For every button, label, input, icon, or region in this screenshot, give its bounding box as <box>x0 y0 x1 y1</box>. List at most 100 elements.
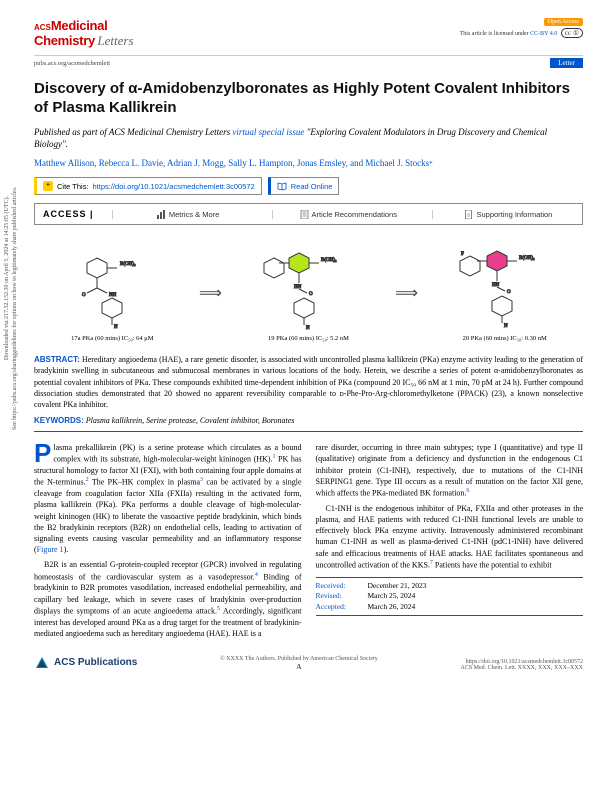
received-label: Received: <box>316 581 368 592</box>
received-date: December 21, 2023 <box>368 581 427 592</box>
abstract: ABSTRACT: Hereditary angioedema (HAE), a… <box>34 354 583 410</box>
toc-figure: B(OH)₂ O NH N 17a PKa (60 mins) IC₅₀: 64 … <box>34 235 583 350</box>
column-left: Plasma prekallikrein (PK) is a serine pr… <box>34 442 302 643</box>
article-icon <box>300 210 309 219</box>
access-label: ACCESS | <box>43 209 94 219</box>
read-label: Read Online <box>291 182 333 191</box>
p3a: rare disorder, occurring in three main s… <box>316 443 584 497</box>
copyright: © XXXX The Authors. Published by America… <box>137 656 460 662</box>
molecule-2: B(OH)₂ HN O N 19 PKa (60 mins) IC₅₀: 5.2… <box>259 243 359 342</box>
download-info: Downloaded via 217.32.152.30 on April 5,… <box>4 196 10 360</box>
author-list[interactable]: Matthew Allison, Rebecca L. Davie, Adria… <box>34 158 363 168</box>
abstract-label: ABSTRACT: <box>34 355 80 364</box>
footer-right: https://doi.org/10.1021/acsmedchemlett.3… <box>461 659 584 671</box>
svg-text:N: N <box>504 324 508 329</box>
p1a: lasma prekallikrein (PK) is a serine pro… <box>53 443 301 464</box>
journal-med: Medicinal <box>51 18 108 33</box>
svg-text:B(OH)₂: B(OH)₂ <box>321 258 337 263</box>
book-icon <box>277 181 287 191</box>
mol1-label: 17a PKa (60 mins) IC₅₀: 64 μM <box>62 335 162 342</box>
article-type-badge: Letter <box>550 58 583 68</box>
journal-acs: ACS <box>34 23 51 32</box>
svg-text:NH: NH <box>109 293 117 298</box>
keywords-text: Plasma kallikrein, Serine protease, Cova… <box>86 416 295 425</box>
metrics-text: Metrics & More <box>169 210 219 219</box>
doi-link[interactable]: https://doi.org/10.1021/acsmedchemlett.3… <box>93 182 255 191</box>
molecule-1: B(OH)₂ O NH N 17a PKa (60 mins) IC₅₀: 64 … <box>62 243 162 342</box>
acs-publications-logo: ACS Publications <box>34 655 137 671</box>
svg-text:B(OH)₂: B(OH)₂ <box>120 262 136 267</box>
sharing-info: See https://pubs.acs.org/sharingguidelin… <box>12 187 18 430</box>
journal-chem: Chemistry <box>34 33 95 48</box>
revised-date: March 25, 2024 <box>368 591 416 602</box>
revised-label: Revised: <box>316 591 368 602</box>
p1e: ). <box>64 545 69 554</box>
accepted-label: Accepted: <box>316 602 368 613</box>
svg-text:N: N <box>306 326 310 331</box>
mol3-label: 20 PKa (60 mins) IC₅₀: 0.30 nM <box>455 335 555 342</box>
body-columns: Plasma prekallikrein (PK) is a serine pr… <box>34 442 583 643</box>
corresponding-mark: * <box>429 160 433 168</box>
footer: ACS Publications © XXXX The Authors. Pub… <box>34 651 583 671</box>
recommendations-link[interactable]: Article Recommendations <box>272 210 414 219</box>
arrow-icon-2: ⟹ <box>395 283 418 303</box>
svg-text:F: F <box>461 252 464 257</box>
cite-this-box[interactable]: ❝ Cite This: https://doi.org/10.1021/acs… <box>34 177 262 195</box>
si-link[interactable]: s Supporting Information <box>432 210 574 219</box>
special-issue-note: Published as part of ACS Medicinal Chemi… <box>34 126 583 150</box>
p1c: The PK–HK complex in plasma <box>89 478 200 487</box>
column-right: rare disorder, occurring in three main s… <box>316 442 584 643</box>
metrics-icon <box>157 210 166 219</box>
cite-row: ❝ Cite This: https://doi.org/10.1021/acs… <box>34 177 583 195</box>
figure-1-link[interactable]: Figure 1 <box>37 545 64 554</box>
quote-icon: ❝ <box>43 181 53 191</box>
divider <box>34 431 583 432</box>
journal-letters: Letters <box>97 33 133 48</box>
article-title: Discovery of α-Amidobenzylboronates as H… <box>34 80 583 118</box>
cc-icon: cc ① <box>561 28 583 38</box>
svg-text:O: O <box>82 293 86 298</box>
arrow-icon: ⟹ <box>199 283 222 303</box>
svg-text:N: N <box>114 325 118 330</box>
p4b: Patients have the potential to exhibit <box>433 560 552 569</box>
molecule-3: B(OH)₂ F HN O N 20 PKa (60 mins) IC₅₀: 0… <box>455 243 555 342</box>
metrics-link[interactable]: Metrics & More <box>112 210 254 219</box>
recs-text: Article Recommendations <box>312 210 397 219</box>
pub-url[interactable]: pubs.acs.org/acsmedchemlett <box>34 60 110 67</box>
pub-bar: pubs.acs.org/acsmedchemlett Letter <box>34 55 583 68</box>
license-text: This article is licensed under <box>460 31 529 37</box>
license-link[interactable]: CC-BY 4.0 <box>530 31 557 37</box>
si-icon: s <box>464 210 473 219</box>
accepted-date: March 26, 2024 <box>368 602 416 613</box>
access-bar: ACCESS | Metrics & More Article Recommen… <box>34 203 583 225</box>
footer-ref: ACS Med. Chem. Lett. XXXX, XXX, XXX–XXX <box>461 665 584 671</box>
page: Downloaded via 217.32.152.30 on April 5,… <box>0 0 607 681</box>
open-access-badge: Open Access <box>544 18 583 26</box>
ref-6[interactable]: 6 <box>466 488 469 494</box>
footer-center: © XXXX The Authors. Published by America… <box>137 656 460 671</box>
svg-text:O: O <box>309 292 313 297</box>
svg-text:s: s <box>468 212 471 218</box>
special-issue-link[interactable]: virtual special issue <box>232 127 304 137</box>
acs-triangle-icon <box>34 655 50 671</box>
keywords: KEYWORDS: Plasma kallikrein, Serine prot… <box>34 416 583 425</box>
abstract-text: Hereditary angioedema (HAE), a rare gene… <box>34 355 583 409</box>
si-prefix: Published as part of ACS Medicinal Chemi… <box>34 127 230 137</box>
dates-box: Received:December 21, 2023 Revised:March… <box>316 577 584 617</box>
si-text: Supporting Information <box>476 210 552 219</box>
header: ACSMedicinal Chemistry Letters Open Acce… <box>34 18 583 49</box>
svg-text:B(OH)₂: B(OH)₂ <box>519 256 535 261</box>
acs-pub-text: ACS Publications <box>54 657 137 668</box>
keywords-label: KEYWORDS: <box>34 416 84 425</box>
authors: Matthew Allison, Rebecca L. Davie, Adria… <box>34 157 583 169</box>
mol2-label: 19 PKa (60 mins) IC₅₀: 5.2 nM <box>259 335 359 342</box>
cite-label: Cite This: <box>57 182 89 191</box>
journal-logo: ACSMedicinal Chemistry Letters <box>34 18 134 49</box>
svg-text:O: O <box>507 290 511 295</box>
p1d: can be activated by a single cleavage fr… <box>34 478 302 554</box>
dropcap: P <box>34 442 53 464</box>
read-online-box[interactable]: Read Online <box>268 177 340 195</box>
author-last[interactable]: Michael J. Stocks <box>365 158 429 168</box>
license-block: Open Access This article is licensed und… <box>460 18 583 38</box>
page-number: A <box>137 663 460 671</box>
